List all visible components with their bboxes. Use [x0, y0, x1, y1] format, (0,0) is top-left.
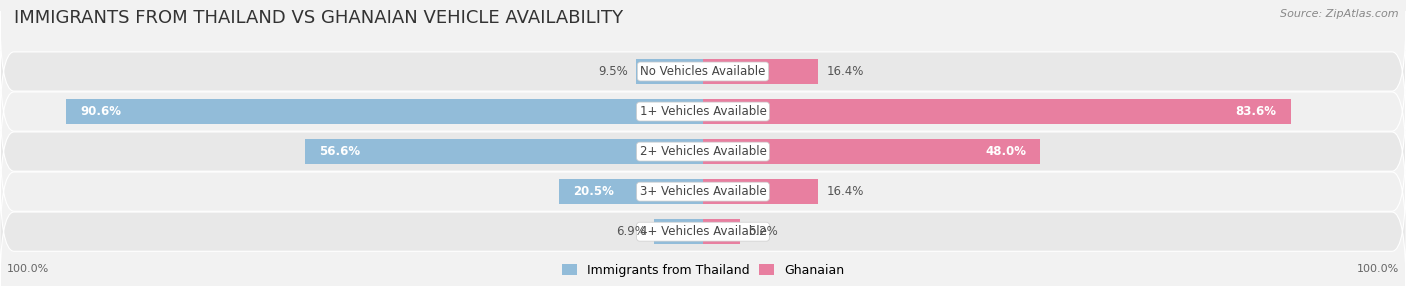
Text: 56.6%: 56.6%	[319, 145, 360, 158]
Text: 4+ Vehicles Available: 4+ Vehicles Available	[640, 225, 766, 238]
Text: 16.4%: 16.4%	[827, 65, 865, 78]
Text: 83.6%: 83.6%	[1236, 105, 1277, 118]
FancyBboxPatch shape	[0, 11, 1406, 132]
Text: IMMIGRANTS FROM THAILAND VS GHANAIAN VEHICLE AVAILABILITY: IMMIGRANTS FROM THAILAND VS GHANAIAN VEH…	[14, 9, 623, 27]
FancyBboxPatch shape	[0, 171, 1406, 286]
Text: 100.0%: 100.0%	[1357, 264, 1399, 274]
Text: 48.0%: 48.0%	[986, 145, 1026, 158]
Bar	[66, 99, 703, 124]
Text: 9.5%: 9.5%	[598, 65, 627, 78]
FancyBboxPatch shape	[0, 131, 1406, 252]
Bar	[305, 139, 703, 164]
Bar	[703, 99, 1291, 124]
Text: 100.0%: 100.0%	[7, 264, 49, 274]
Bar	[703, 59, 818, 84]
Bar	[654, 219, 703, 244]
Bar	[703, 139, 1040, 164]
Text: 2+ Vehicles Available: 2+ Vehicles Available	[640, 145, 766, 158]
Text: 6.9%: 6.9%	[616, 225, 647, 238]
Text: 5.2%: 5.2%	[748, 225, 778, 238]
Text: 90.6%: 90.6%	[80, 105, 121, 118]
Text: No Vehicles Available: No Vehicles Available	[640, 65, 766, 78]
Bar	[560, 179, 703, 204]
Bar	[637, 59, 703, 84]
Text: 3+ Vehicles Available: 3+ Vehicles Available	[640, 185, 766, 198]
Bar	[703, 219, 740, 244]
Text: Source: ZipAtlas.com: Source: ZipAtlas.com	[1281, 9, 1399, 19]
FancyBboxPatch shape	[0, 51, 1406, 172]
Bar	[703, 179, 818, 204]
FancyBboxPatch shape	[0, 91, 1406, 212]
Text: 20.5%: 20.5%	[574, 185, 614, 198]
Text: 1+ Vehicles Available: 1+ Vehicles Available	[640, 105, 766, 118]
Text: 16.4%: 16.4%	[827, 185, 865, 198]
Legend: Immigrants from Thailand, Ghanaian: Immigrants from Thailand, Ghanaian	[561, 264, 845, 277]
